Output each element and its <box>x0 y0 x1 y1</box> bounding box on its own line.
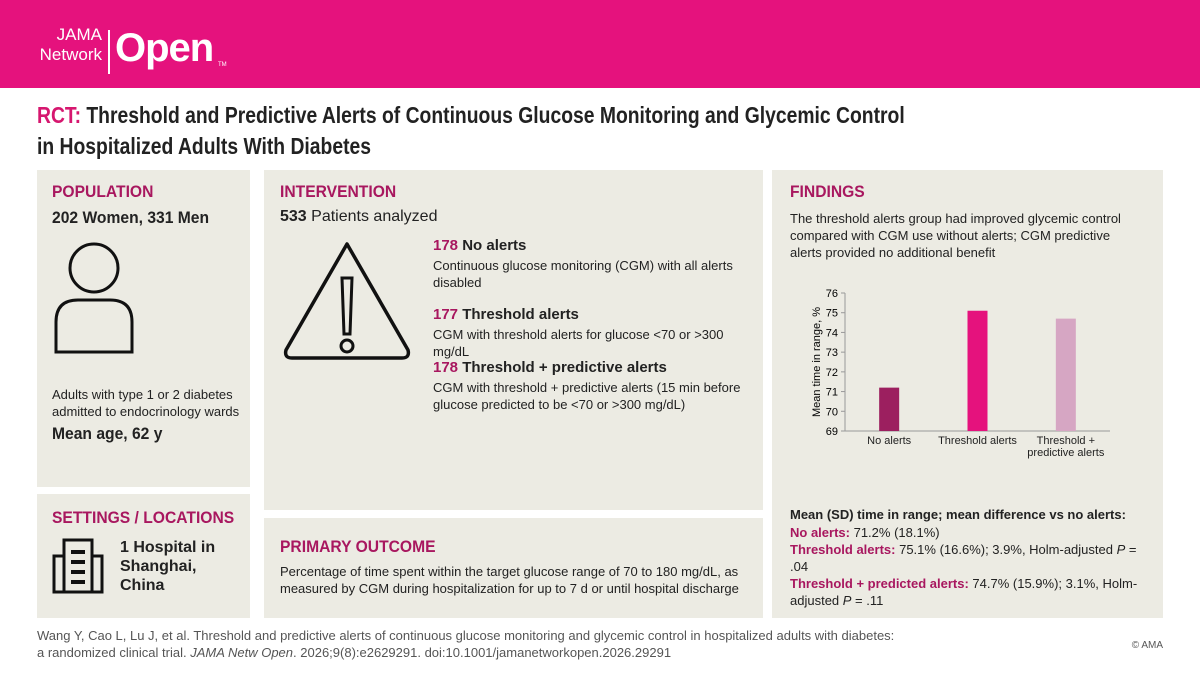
title-line: in Hospitalized Adults With Diabetes <box>37 133 372 159</box>
person-icon <box>54 242 134 354</box>
y-axis-label: Mean time in range, % <box>811 307 823 417</box>
heading: SETTINGS / LOCATIONS <box>52 508 235 527</box>
y-tick-label: 76 <box>826 288 838 300</box>
heading: POPULATION <box>52 182 154 201</box>
title: RCT: Threshold and Predictive Alerts of … <box>37 100 905 162</box>
analyzed-count: 533 <box>280 208 307 225</box>
outcome-text: Percentage of time spent within the targ… <box>280 564 739 596</box>
logo-network: Network <box>39 45 102 64</box>
x-tick-label: Threshold alerts <box>938 435 1017 447</box>
arm-count: 178 <box>433 359 459 376</box>
result-label: No alerts: <box>790 525 850 540</box>
citation-line: . 2026;9(8):e2629291. doi:10.1001/jamane… <box>293 645 672 660</box>
y-tick-label: 75 <box>826 308 838 320</box>
title-line: Threshold and Predictive Alerts of Conti… <box>86 102 905 128</box>
journal: JAMA Netw Open <box>190 645 294 660</box>
result-text: 75.1% (16.6%); 3.9%, Holm-adjusted <box>899 542 1117 557</box>
p-value: = .04 <box>790 542 1137 574</box>
findings-summary: The threshold alerts group had improved … <box>790 211 1121 260</box>
analyzed: 533 Patients analyzed <box>280 208 437 226</box>
y-tick-label: 74 <box>826 327 838 339</box>
heading: FINDINGS <box>790 182 865 201</box>
heading: INTERVENTION <box>280 182 397 201</box>
logo-jama: JAMA <box>56 25 102 44</box>
population-count: 202 Women, 331 Men <box>52 208 210 227</box>
population-panel <box>37 170 250 487</box>
arm-title: 178 No alerts <box>433 237 526 254</box>
arm-description: CGM with threshold alerts for glucose <7… <box>433 327 724 359</box>
arm-count: 178 <box>433 237 459 254</box>
arm-count: 177 <box>433 306 459 323</box>
result-row: No alerts: 71.2% (18.1%) <box>790 524 1155 541</box>
arm-description: CGM with threshold + predictive alerts (… <box>433 380 741 412</box>
result-label: Threshold + predicted alerts: <box>790 576 969 591</box>
x-tick-label: Threshold + predictive alerts <box>1027 435 1105 459</box>
settings-panel <box>37 494 250 618</box>
citation-line: a randomized clinical trial. <box>37 645 191 660</box>
x-tick-label: No alerts <box>867 435 912 447</box>
logo-open: Open <box>115 26 214 70</box>
results-heading: Mean (SD) time in range; mean difference… <box>790 507 1126 522</box>
bar <box>967 310 988 431</box>
result-label: Threshold alerts: <box>790 542 896 557</box>
warning-icon <box>283 242 411 360</box>
arm-name: Threshold alerts <box>462 306 579 323</box>
result-text: 71.2% (18.1%) <box>853 525 940 540</box>
arm-name: Threshold + predictive alerts <box>462 359 667 376</box>
citation-line: Wang Y, Cao L, Lu J, et al. Threshold an… <box>37 628 895 643</box>
y-tick-label: 72 <box>826 367 838 379</box>
outcome-panel <box>264 518 763 618</box>
arm-title: 177 Threshold alerts <box>433 306 579 323</box>
results: No alerts: 71.2% (18.1%) Threshold alerts… <box>790 524 1155 609</box>
bar <box>1055 318 1076 431</box>
result-row: Threshold alerts: 75.1% (16.6%); 3.9%, H… <box>790 541 1155 575</box>
header-band <box>0 0 1200 88</box>
result-row: Threshold + predicted alerts: 74.7% (15.… <box>790 575 1155 609</box>
y-tick-label: 73 <box>826 347 838 359</box>
heading: PRIMARY OUTCOME <box>280 537 436 556</box>
p-value: = .11 <box>851 593 884 608</box>
copyright: © AMA <box>1131 640 1163 651</box>
logo: JAMA Network <box>38 25 102 65</box>
arm-title: 178 Threshold + predictive alerts <box>433 359 667 376</box>
bar <box>879 387 900 431</box>
population-description: Adults with type 1 or 2 diabetes admitte… <box>52 387 240 419</box>
arm-name: No alerts <box>462 237 527 254</box>
citation: Wang Y, Cao L, Lu J, et al. Threshold an… <box>37 627 894 661</box>
y-tick-label: 70 <box>826 406 838 418</box>
title-label: RCT: <box>37 102 82 128</box>
p-symbol: P <box>842 593 852 608</box>
mean-age: Mean age, 62 y <box>52 424 163 443</box>
y-tick-label: 69 <box>826 426 838 438</box>
y-tick-label: 71 <box>826 387 838 399</box>
arm-description: Continuous glucose monitoring (CGM) with… <box>433 258 733 290</box>
result-text: 74.7% (15.9%); 3.1%, Holm-adjusted <box>790 576 1138 608</box>
p-symbol: P <box>1116 542 1126 557</box>
logo-tm: TM <box>218 62 227 68</box>
settings-text: 1 Hospital in Shanghai, China <box>120 539 216 594</box>
building-icon <box>52 538 104 594</box>
logo-divider <box>108 30 110 74</box>
analyzed-text: Patients analyzed <box>311 208 438 225</box>
